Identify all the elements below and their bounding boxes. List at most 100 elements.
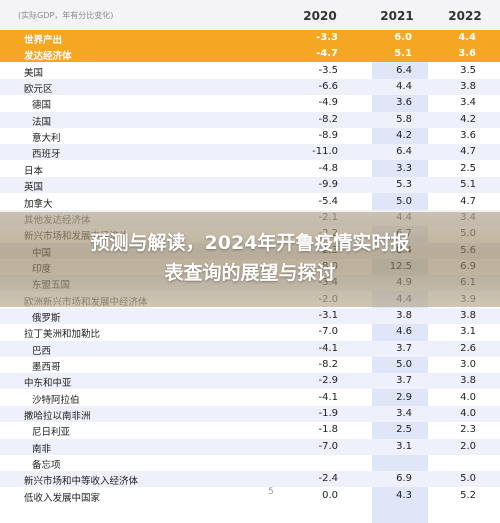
row-value-2022: 5.1 bbox=[460, 179, 476, 191]
table-row: 日本 -4.8 3.3 2.5 bbox=[0, 161, 500, 177]
row-value-2021: 6.4 bbox=[396, 64, 412, 76]
row-value-2020: -9.9 bbox=[318, 179, 338, 191]
row-value-2020: 0.0 bbox=[322, 489, 338, 501]
row-value-2021: 5.1 bbox=[394, 48, 412, 60]
headline-line-2: 表查询的展望与探讨 bbox=[164, 262, 336, 284]
row-value-2021: 3.3 bbox=[396, 162, 412, 174]
table-row: 沙特阿拉伯 -4.1 2.9 4.0 bbox=[0, 390, 500, 406]
year-2020: 2020 bbox=[303, 9, 337, 23]
table-row: 备忘项 bbox=[0, 455, 500, 471]
row-label: 备忘项 bbox=[32, 460, 61, 472]
row-value-2021: 3.6 bbox=[396, 97, 412, 109]
row-value-2020: -8.2 bbox=[318, 113, 338, 125]
row-label: 低收入发展中国家 bbox=[24, 492, 101, 504]
row-value-2022: 5.2 bbox=[460, 489, 476, 501]
row-value-2021: 3.7 bbox=[396, 342, 412, 354]
row-label: 巴西 bbox=[32, 345, 52, 357]
row-value-2021: 4.4 bbox=[396, 81, 412, 93]
row-value-2021: 3.1 bbox=[396, 440, 412, 452]
row-value-2022: 4.7 bbox=[460, 195, 476, 207]
row-label: 拉丁美洲和加勒比 bbox=[24, 329, 101, 341]
row-label: 加拿大 bbox=[24, 198, 53, 210]
table-row: 俄罗斯 -3.1 3.8 3.8 bbox=[0, 307, 500, 324]
table-row: 新兴市场和中等收入经济体 -2.4 6.9 5.0 bbox=[0, 471, 500, 488]
row-label: 美国 bbox=[24, 67, 44, 79]
row-value-2020: -11.0 bbox=[312, 146, 338, 158]
row-label: 南非 bbox=[32, 443, 52, 455]
row-value-2020: -2.9 bbox=[318, 375, 338, 387]
table-row: 法国 -8.2 5.8 4.2 bbox=[0, 111, 500, 128]
row-label: 墨西哥 bbox=[32, 362, 61, 373]
row-value-2020: -2.4 bbox=[318, 473, 338, 485]
row-value-2020: -8.9 bbox=[318, 130, 338, 142]
row-label: 西班牙 bbox=[32, 149, 61, 161]
row-value-2021: 5.3 bbox=[396, 179, 412, 191]
row-value-2022: 2.5 bbox=[460, 162, 476, 174]
row-label: 德国 bbox=[32, 100, 52, 112]
table-row: 巴西 -4.1 3.7 2.6 bbox=[0, 340, 500, 357]
row-value-2022: 3.6 bbox=[460, 130, 476, 142]
table-row: 德国 -4.9 3.6 3.4 bbox=[0, 95, 500, 111]
row-label: 日本 bbox=[24, 165, 44, 177]
row-value-2022: 5.0 bbox=[460, 473, 476, 485]
table-row: 尼日利亚 -1.8 2.5 2.3 bbox=[0, 422, 500, 438]
row-label: 世界产出 bbox=[24, 35, 63, 46]
row-label: 新兴市场和中等收入经济体 bbox=[24, 476, 139, 488]
row-value-2022: 3.8 bbox=[460, 375, 476, 387]
row-value-2022: 2.0 bbox=[460, 440, 476, 452]
row-value-2022: 3.4 bbox=[460, 97, 476, 109]
row-value-2021: 2.5 bbox=[396, 424, 412, 436]
year-2022: 2022 bbox=[448, 9, 482, 23]
row-value-2020: -3.3 bbox=[316, 32, 338, 43]
row-value-2021: 5.0 bbox=[396, 359, 412, 370]
table-row: 拉丁美洲和加勒比 -7.0 4.6 3.1 bbox=[0, 324, 500, 340]
row-value-2022: 2.6 bbox=[460, 342, 476, 354]
row-value-2021: 6.0 bbox=[394, 32, 412, 43]
table-row: 中东和中亚 -2.9 3.7 3.8 bbox=[0, 373, 500, 390]
row-value-2022: 4.7 bbox=[460, 146, 476, 158]
row-value-2022: 3.8 bbox=[460, 81, 476, 93]
row-value-2020: -5.4 bbox=[318, 195, 338, 207]
row-value-2021: 4.2 bbox=[396, 130, 412, 142]
table-row: 撒哈拉以南非洲 -1.9 3.4 4.0 bbox=[0, 406, 500, 423]
row-value-2021: 6.4 bbox=[396, 146, 412, 158]
row-value-2021: 3.7 bbox=[396, 375, 412, 387]
row-value-2022: 3.6 bbox=[458, 48, 476, 60]
table-row: 墨西哥 -8.2 5.0 3.0 bbox=[0, 357, 500, 373]
table-row: 意大利 -8.9 4.2 3.6 bbox=[0, 128, 500, 144]
table-caption: (实际GDP，年有分比变化) bbox=[18, 11, 114, 20]
row-label: 中东和中亚 bbox=[24, 378, 72, 390]
row-value-2020: -6.6 bbox=[318, 81, 338, 93]
row-value-2021: 4.6 bbox=[396, 326, 412, 338]
row-label: 尼日利亚 bbox=[32, 427, 71, 439]
row-value-2021: 5.8 bbox=[396, 113, 412, 125]
table-row: 西班牙 -11.0 6.4 4.7 bbox=[0, 144, 500, 161]
row-value-2022: 4.2 bbox=[460, 113, 476, 125]
year-2021: 2021 bbox=[380, 9, 414, 23]
row-value-2022: 4.0 bbox=[460, 408, 476, 420]
headline: 预测与解读，2024年开鲁疫情实时报 表查询的展望与探讨 bbox=[20, 228, 480, 288]
row-value-2022: 3.0 bbox=[460, 359, 476, 370]
row-value-2020: -8.2 bbox=[318, 359, 338, 370]
row-value-2022: 3.5 bbox=[460, 64, 476, 76]
row-value-2022: 3.1 bbox=[460, 326, 476, 338]
row-label: 英国 bbox=[24, 182, 44, 194]
table-row: 世界产出 -3.3 6.0 4.4 bbox=[0, 30, 500, 46]
row-label: 俄罗斯 bbox=[32, 312, 61, 324]
table-row: 南非 -7.0 3.1 2.0 bbox=[0, 438, 500, 455]
table-row: 发达经济体 -4.7 5.1 3.6 bbox=[0, 46, 500, 63]
table-row: 低收入发展中国家 0.0 4.3 5.2 bbox=[0, 488, 500, 504]
row-value-2021: 2.9 bbox=[396, 391, 412, 403]
headline-overlay bbox=[0, 212, 500, 307]
table-row: 英国 -9.9 5.3 5.1 bbox=[0, 177, 500, 194]
row-value-2020: -4.9 bbox=[318, 97, 338, 109]
row-value-2020: -1.9 bbox=[318, 408, 338, 420]
row-value-2020: -7.0 bbox=[318, 440, 338, 452]
row-value-2022: 3.8 bbox=[460, 309, 476, 321]
row-label: 意大利 bbox=[32, 133, 61, 145]
row-label: 法国 bbox=[32, 116, 52, 128]
row-value-2021: 5.0 bbox=[396, 195, 412, 207]
row-value-2020: -1.8 bbox=[318, 424, 338, 436]
row-value-2021: 3.4 bbox=[396, 408, 412, 420]
row-value-2021: 4.3 bbox=[396, 489, 412, 501]
